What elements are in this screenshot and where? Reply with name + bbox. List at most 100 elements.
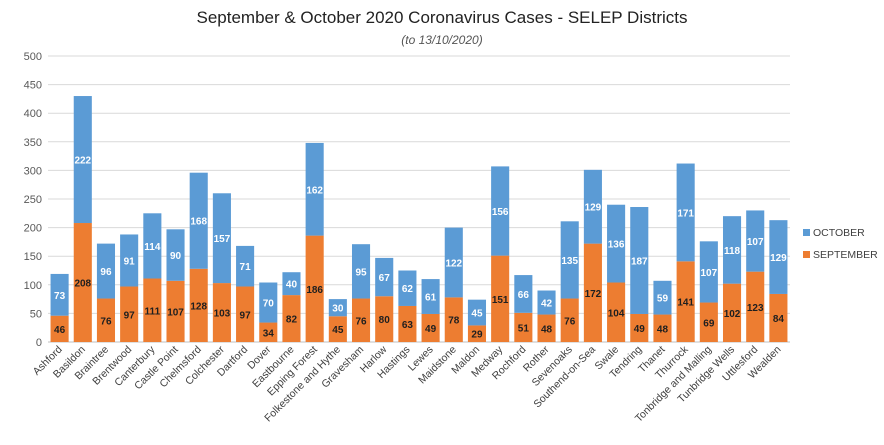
legend-swatch bbox=[803, 229, 810, 236]
bar-october bbox=[236, 245, 255, 287]
data-label-october: 118 bbox=[724, 246, 741, 257]
data-label-october: 122 bbox=[445, 258, 462, 269]
data-label-october: 168 bbox=[190, 217, 207, 228]
data-label-october: 129 bbox=[585, 203, 602, 214]
data-label-october: 62 bbox=[402, 284, 414, 295]
data-label-october: 156 bbox=[492, 207, 509, 218]
data-label-october: 61 bbox=[425, 293, 437, 304]
bar-september bbox=[50, 315, 69, 342]
bar-september bbox=[143, 278, 162, 342]
bar-october bbox=[444, 227, 463, 298]
data-label-october: 30 bbox=[332, 304, 344, 315]
bar-september bbox=[259, 322, 278, 342]
y-tick-label: 200 bbox=[24, 223, 42, 235]
data-label-september: 76 bbox=[100, 316, 112, 327]
data-label-october: 96 bbox=[100, 267, 112, 278]
bar-october bbox=[514, 275, 533, 313]
data-label-september: 76 bbox=[564, 316, 576, 327]
bar-october bbox=[120, 234, 139, 287]
bar-september bbox=[421, 313, 440, 342]
data-label-september: 208 bbox=[74, 279, 91, 290]
data-label-october: 71 bbox=[240, 262, 252, 273]
data-label-september: 82 bbox=[286, 315, 298, 326]
data-label-september: 97 bbox=[240, 310, 252, 321]
data-label-october: 114 bbox=[144, 242, 161, 253]
data-label-october: 90 bbox=[170, 251, 182, 262]
y-tick-label: 500 bbox=[24, 51, 42, 63]
bar-september bbox=[305, 235, 324, 342]
bar-september bbox=[653, 314, 672, 342]
bar-september bbox=[583, 243, 602, 342]
y-tick-label: 400 bbox=[24, 108, 42, 120]
data-label-september: 46 bbox=[54, 325, 66, 336]
bar-september bbox=[769, 293, 788, 342]
bar-september bbox=[676, 261, 695, 342]
bar-september bbox=[630, 313, 649, 342]
bar-september bbox=[212, 283, 231, 342]
data-label-september: 80 bbox=[379, 315, 391, 326]
data-label-september: 97 bbox=[124, 310, 136, 321]
chart-title: September & October 2020 Coronavirus Cas… bbox=[196, 8, 688, 27]
data-label-october: 107 bbox=[747, 237, 764, 248]
data-label-september: 128 bbox=[190, 301, 207, 312]
bar-september bbox=[236, 286, 255, 342]
data-label-october: 91 bbox=[124, 256, 136, 267]
bar-october bbox=[491, 166, 510, 256]
bar-september bbox=[467, 325, 487, 342]
data-label-september: 49 bbox=[634, 324, 646, 335]
y-tick-label: 100 bbox=[24, 280, 42, 292]
bar-september bbox=[96, 298, 116, 342]
bar-september bbox=[189, 268, 208, 342]
data-label-september: 123 bbox=[747, 303, 764, 314]
bar-october bbox=[375, 257, 394, 297]
data-label-september: 48 bbox=[541, 324, 553, 335]
bar-september bbox=[375, 296, 394, 342]
data-label-october: 162 bbox=[306, 185, 323, 196]
bar-september bbox=[560, 298, 579, 342]
data-label-october: 107 bbox=[701, 268, 718, 279]
bar-october bbox=[676, 163, 695, 262]
data-label-september: 45 bbox=[332, 325, 344, 336]
bar-october bbox=[722, 216, 742, 284]
bar-october bbox=[583, 169, 602, 244]
bar-september bbox=[166, 280, 185, 342]
legend-label: OCTOBER bbox=[813, 227, 865, 239]
bar-october bbox=[630, 207, 649, 314]
data-label-october: 67 bbox=[379, 273, 391, 284]
bar-october bbox=[560, 221, 579, 299]
data-label-september: 63 bbox=[402, 320, 414, 331]
bar-september bbox=[444, 297, 463, 342]
bar-september bbox=[699, 302, 718, 342]
bar-september bbox=[537, 314, 556, 342]
data-label-october: 171 bbox=[677, 208, 694, 219]
data-label-october: 157 bbox=[214, 234, 231, 245]
bar-september bbox=[120, 286, 139, 342]
data-label-september: 48 bbox=[657, 324, 669, 335]
data-label-september: 186 bbox=[306, 285, 323, 296]
bar-october bbox=[50, 273, 69, 316]
y-tick-label: 50 bbox=[30, 308, 42, 320]
bar-september bbox=[491, 255, 510, 342]
y-tick-label: 450 bbox=[24, 80, 42, 92]
bar-september bbox=[73, 223, 92, 342]
legend-swatch bbox=[803, 251, 810, 258]
bar-october bbox=[398, 270, 417, 306]
y-tick-label: 0 bbox=[36, 337, 42, 349]
data-label-october: 95 bbox=[355, 267, 367, 278]
data-label-october: 45 bbox=[471, 309, 483, 320]
bar-october bbox=[166, 229, 185, 281]
bar-october bbox=[189, 172, 208, 269]
bar-october bbox=[421, 279, 440, 314]
bar-september bbox=[398, 305, 417, 342]
data-label-september: 69 bbox=[703, 318, 715, 329]
bar-october bbox=[73, 96, 92, 224]
data-label-september: 141 bbox=[677, 298, 694, 309]
bar-october bbox=[143, 213, 162, 279]
data-label-october: 129 bbox=[770, 253, 787, 264]
bar-october bbox=[607, 204, 626, 283]
bar-september bbox=[514, 312, 533, 342]
bar-september bbox=[328, 316, 347, 342]
bar-september bbox=[607, 282, 626, 342]
data-label-september: 172 bbox=[585, 289, 602, 300]
